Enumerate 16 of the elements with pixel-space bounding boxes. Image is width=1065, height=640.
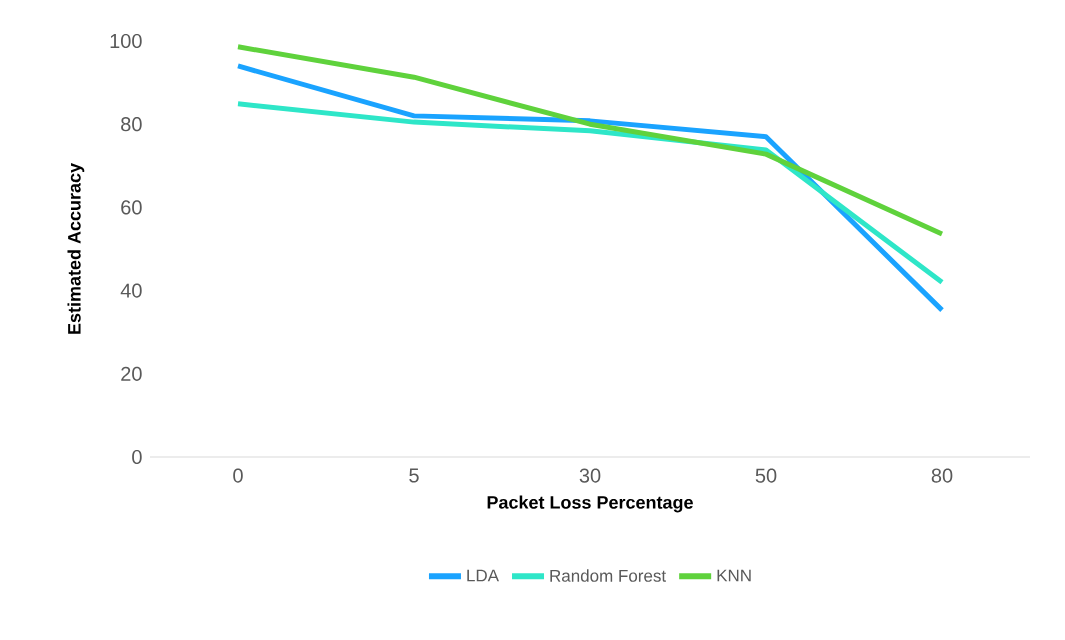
y-tick-label: 100 [110, 33, 142, 49]
y-tick-label: 60 [121, 200, 142, 215]
legend-label: Random Forest [550, 569, 667, 582]
x-tick-label: 5 [409, 468, 419, 483]
y-tick-label: 40 [120, 283, 142, 298]
y-tick-label: 0 [132, 449, 142, 465]
legend-label: LDA [467, 569, 499, 582]
x-tick-label: 30 [579, 468, 601, 483]
x-tick-label: 80 [931, 468, 953, 483]
y-tick-label: 80 [121, 117, 142, 132]
y-axis-title: Estimated Accuracy [67, 163, 85, 334]
y-tick-label: 20 [121, 366, 142, 381]
x-tick-label: 0 [233, 468, 243, 483]
legend-label: KNN [717, 569, 751, 582]
x-axis-title: Packet Loss Percentage [487, 495, 693, 513]
x-tick-label: 50 [755, 468, 777, 483]
